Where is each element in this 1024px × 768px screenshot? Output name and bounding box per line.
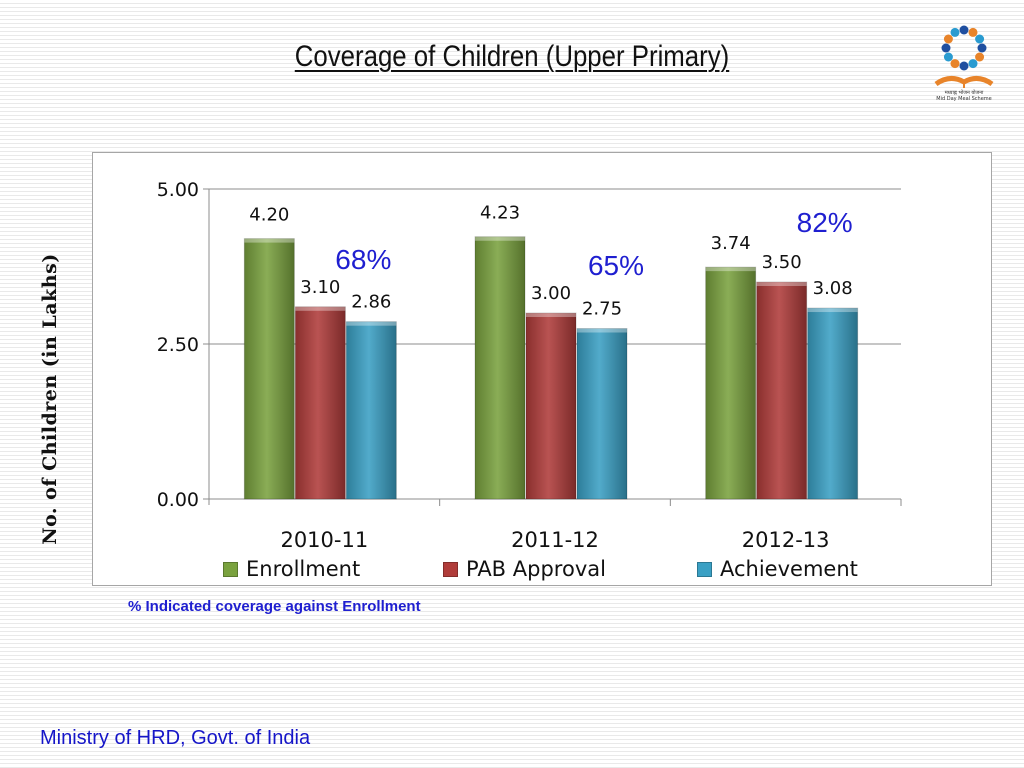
data-label: 3.10 — [300, 277, 340, 298]
legend-item-achievement: Achievement — [697, 557, 858, 581]
coverage-annotation: 65% — [588, 250, 644, 281]
x-tick-label: 2011-12 — [511, 528, 599, 552]
bar-highlight — [756, 282, 807, 286]
data-label: 4.20 — [249, 205, 289, 226]
logo-graphic — [934, 25, 994, 88]
bar-highlight — [705, 267, 756, 272]
logo-figure — [977, 43, 987, 53]
bar-highlight — [807, 308, 858, 313]
y-tick-label: 0.00 — [157, 489, 199, 511]
bar — [576, 328, 628, 500]
bar — [705, 266, 757, 500]
logo-caption-english: Mid Day Meal Scheme — [936, 96, 992, 102]
data-label: 3.74 — [711, 233, 751, 254]
logo-figure — [950, 59, 960, 69]
data-label: 3.00 — [531, 283, 571, 304]
bar — [243, 238, 295, 500]
bar-highlight — [526, 313, 576, 317]
data-label: 4.23 — [480, 203, 520, 224]
logo-figure — [943, 34, 953, 44]
bar — [756, 281, 808, 500]
logo-figure — [968, 27, 978, 37]
logo-figure — [943, 52, 953, 62]
bar — [525, 312, 577, 500]
legend-label-enrollment: Enrollment — [246, 557, 361, 581]
logo-caption-hindi: मध्याह्न भोजन योजना — [944, 90, 984, 96]
logo-caption: मध्याह्न भोजन योजना Mid Day Meal Scheme — [922, 90, 1006, 102]
footer-text: Ministry of HRD, Govt. of India — [40, 727, 311, 749]
coverage-note: % Indicated coverage against Enrollment — [128, 598, 421, 615]
coverage-annotation: 82% — [797, 207, 853, 238]
x-tick-label: 2012-13 — [742, 528, 830, 552]
logo-figure — [959, 25, 969, 35]
y-axis-title: No. of Children (in Lakhs) — [39, 253, 61, 545]
x-tick-label: 2010-11 — [280, 528, 368, 552]
data-label: 2.86 — [351, 292, 391, 313]
logo-figure — [968, 59, 978, 69]
data-label: 3.50 — [762, 252, 802, 273]
bar-chart: 0.00 2.50 5.00 4.20 3.10 2.86 2010-11 68% 4.23 3.… — [157, 179, 902, 552]
logo-figure — [941, 43, 951, 53]
bar-highlight — [577, 328, 627, 333]
mid-day-meal-logo-icon — [928, 18, 1000, 102]
bar-highlight — [295, 306, 346, 311]
legend-swatch-enrollment — [223, 561, 238, 577]
bar-highlight — [475, 236, 525, 241]
coverage-annotation: 68% — [335, 244, 391, 275]
bar — [807, 307, 859, 500]
legend-label-achievement: Achievement — [720, 557, 858, 581]
bar-highlight — [346, 321, 397, 326]
bar — [294, 306, 346, 500]
logo-figure — [975, 34, 985, 44]
bar-highlight — [244, 238, 295, 243]
legend-swatch-pab-approval — [443, 561, 458, 577]
legend-label-pab-approval: PAB Approval — [466, 557, 606, 581]
data-label: 3.08 — [813, 278, 853, 299]
logo-figure — [959, 61, 969, 71]
chart-panel: 0.00 2.50 5.00 4.20 3.10 2.86 2010-11 68% 4.23 3.… — [92, 152, 992, 586]
bar — [474, 236, 526, 500]
chart-legend: Enrollment PAB Approval Achievement — [93, 557, 991, 585]
page-title: Coverage of Children (Upper Primary) — [294, 40, 730, 73]
legend-swatch-achievement — [697, 561, 712, 577]
y-tick-label: 5.00 — [157, 179, 199, 201]
logo-figure — [950, 27, 960, 37]
y-tick-label: 2.50 — [157, 334, 199, 356]
legend-item-enrollment: Enrollment — [223, 557, 360, 581]
data-label: 2.75 — [582, 299, 622, 320]
legend-item-pab-approval: PAB Approval — [443, 557, 606, 581]
logo-figure — [975, 52, 985, 62]
bar — [345, 321, 397, 500]
